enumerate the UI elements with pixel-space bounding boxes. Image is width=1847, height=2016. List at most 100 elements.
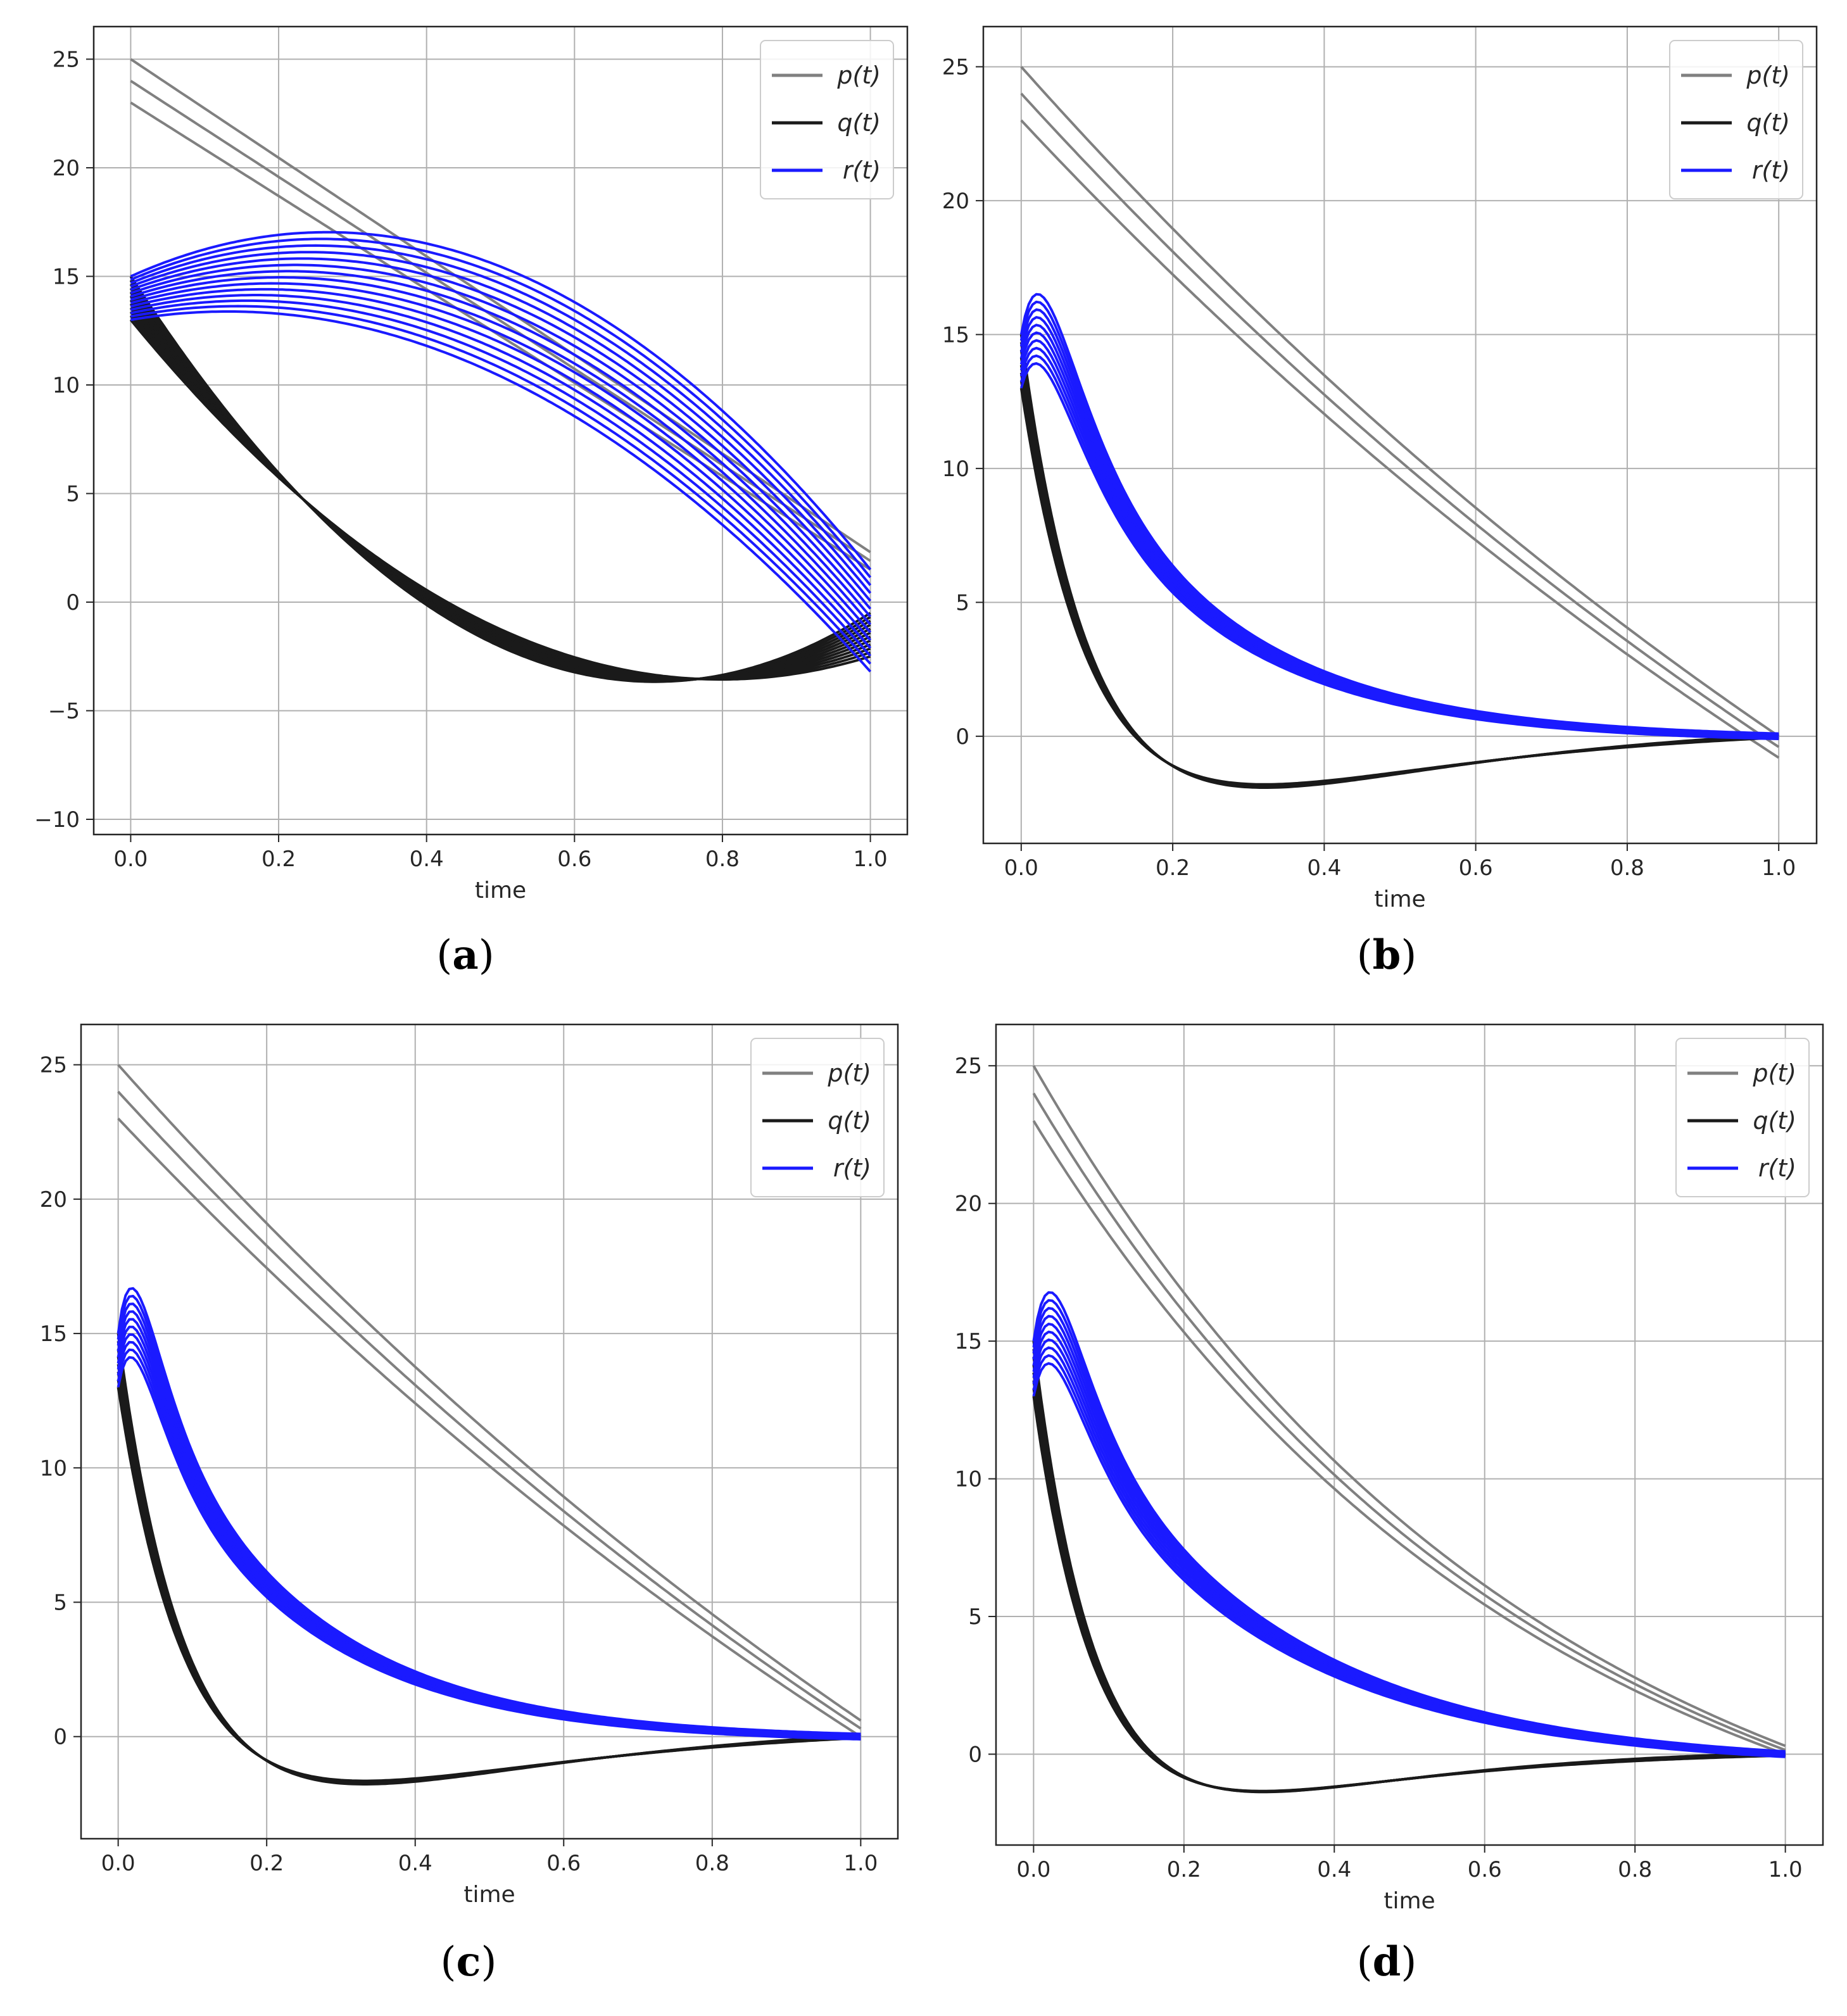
panel-caption: (d) xyxy=(1357,1938,1417,1986)
series-r-line xyxy=(130,305,872,665)
x-axis-label: time xyxy=(475,878,526,904)
x-tick-label: 0.0 xyxy=(101,1851,136,1876)
x-tick-label: 1.0 xyxy=(1762,855,1796,881)
legend-label-q: q(t) xyxy=(1753,1107,1796,1135)
y-tick-label: 5 xyxy=(53,1591,67,1616)
series-p-line xyxy=(130,101,871,571)
panel-caption: (c) xyxy=(441,1938,497,1986)
legend-label-r: r(t) xyxy=(1758,1154,1796,1182)
series-r-line xyxy=(117,1287,861,1736)
chart-panel-b: 0.0 0.2 0.4 0.6 0.8 1.0 0 5 10 15 20 25 time p(t) q(t)… xyxy=(942,25,1818,979)
legend-label-q: q(t) xyxy=(837,109,881,137)
x-tick-label: 0.6 xyxy=(557,847,591,872)
legend-box xyxy=(760,40,894,199)
series-p-line xyxy=(117,1064,862,1722)
series-r xyxy=(117,1287,861,1741)
y-tick-label: 20 xyxy=(40,1187,67,1213)
y-tick-label: 25 xyxy=(40,1053,67,1078)
series-r-line xyxy=(130,263,872,610)
legend-box xyxy=(750,1038,885,1197)
series-p-line xyxy=(117,1090,862,1730)
series-q-line xyxy=(1019,372,1779,787)
y-tick-label: 5 xyxy=(968,1604,982,1630)
series-p xyxy=(117,1064,862,1738)
x-tick-label: 0.6 xyxy=(1468,1857,1502,1882)
series-r xyxy=(130,230,872,673)
series-q xyxy=(1019,334,1779,789)
legend-label-r: r(t) xyxy=(833,1154,871,1182)
series-p-line xyxy=(1020,66,1780,738)
series-r-line xyxy=(1032,1291,1786,1753)
series-q-line xyxy=(129,275,871,683)
series-q-line xyxy=(117,1349,861,1785)
series-r-line xyxy=(130,294,872,649)
series-p-line xyxy=(1020,119,1780,759)
x-tick-label: 0.4 xyxy=(410,847,444,872)
y-tick-label: 10 xyxy=(955,1467,982,1492)
series-r-line xyxy=(130,237,872,579)
y-tick-label: 25 xyxy=(955,1054,982,1079)
series-r-line xyxy=(130,251,872,594)
plot-area xyxy=(1032,1065,1786,1794)
series-q-line xyxy=(1019,357,1779,788)
series-r xyxy=(1032,1291,1786,1758)
legend-label-p: p(t) xyxy=(1746,61,1790,89)
series-r-line xyxy=(117,1295,861,1736)
y-tick-label: 25 xyxy=(53,47,80,72)
y-tick-label: 15 xyxy=(53,264,80,289)
x-tick-label: 0.4 xyxy=(398,1851,432,1876)
x-tick-label: 0.6 xyxy=(1459,855,1493,881)
legend-label-r: r(t) xyxy=(843,156,881,184)
legend-label-q: q(t) xyxy=(828,1107,871,1135)
series-r-line xyxy=(1019,293,1779,735)
series-q-line xyxy=(1032,1372,1786,1793)
y-tick-label: 0 xyxy=(968,1742,982,1767)
legend-label-q: q(t) xyxy=(1746,109,1790,137)
series-q-line xyxy=(1019,387,1779,786)
legend-label-p: p(t) xyxy=(836,61,881,89)
x-tick-label: 0.0 xyxy=(1016,1857,1050,1882)
plot-frame xyxy=(92,25,909,836)
series-q-line xyxy=(1032,1380,1786,1793)
series-q-line xyxy=(1019,334,1779,789)
series-p-line xyxy=(1032,1065,1786,1748)
panel-caption: (a) xyxy=(436,931,494,979)
series-p-line xyxy=(1020,92,1780,748)
y-tick-label: 20 xyxy=(942,189,969,214)
series-p xyxy=(1020,66,1780,759)
plot-area xyxy=(1019,66,1780,789)
series-q-line xyxy=(1032,1349,1786,1793)
series-p-line xyxy=(130,80,871,562)
y-tick-label: 20 xyxy=(955,1192,982,1217)
series-q-line xyxy=(117,1340,861,1786)
series-r-line xyxy=(130,257,872,602)
plot-frame xyxy=(982,25,1818,845)
y-tick-label: 10 xyxy=(40,1456,67,1481)
series-q-line xyxy=(1019,342,1779,789)
y-tick-label: −5 xyxy=(48,698,80,724)
x-tick-label: 1.0 xyxy=(843,1851,878,1876)
series-q-line xyxy=(1019,365,1779,787)
series-r-line xyxy=(130,299,872,657)
series-r-line xyxy=(130,270,872,618)
series-p xyxy=(1032,1065,1786,1756)
series-q-line xyxy=(117,1333,861,1786)
series-q xyxy=(1032,1340,1786,1794)
x-tick-label: 0.8 xyxy=(1618,1857,1652,1882)
x-axis-label: time xyxy=(1374,886,1425,912)
y-tick-label: 5 xyxy=(955,590,969,615)
series-q-line xyxy=(129,287,871,682)
x-tick-label: 0.2 xyxy=(249,1851,284,1876)
y-tick-label: 5 xyxy=(66,481,80,507)
y-tick-label: 15 xyxy=(942,322,969,348)
series-q xyxy=(129,275,871,683)
series-r-line xyxy=(130,287,872,641)
series-q-line xyxy=(117,1364,861,1784)
chart-panel-c: 0.0 0.2 0.4 0.6 0.8 1.0 0 5 10 15 20 25 time p(t) q(t)… xyxy=(40,1023,899,1986)
y-tick-label: 15 xyxy=(40,1321,67,1347)
x-tick-label: 1.0 xyxy=(1768,1857,1803,1882)
series-p-line xyxy=(1032,1120,1786,1756)
y-tick-label: 10 xyxy=(53,373,80,398)
legend-box xyxy=(1675,1038,1810,1197)
y-tick-label: 20 xyxy=(53,156,80,181)
